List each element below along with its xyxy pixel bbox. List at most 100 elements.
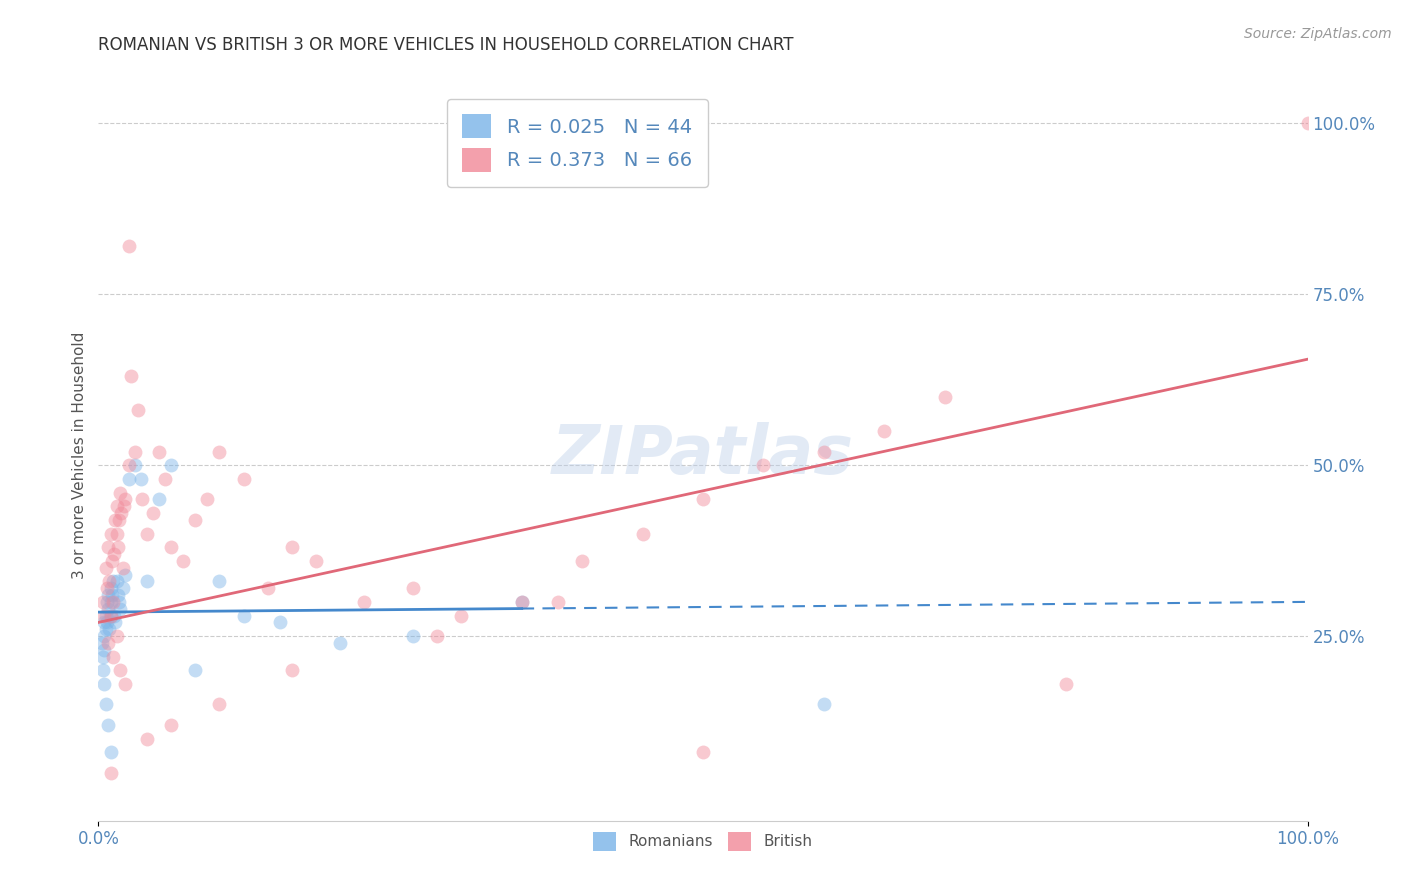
Point xyxy=(692,745,714,759)
Point xyxy=(195,492,218,507)
Point xyxy=(402,581,425,595)
Point xyxy=(571,554,593,568)
Point xyxy=(127,403,149,417)
Point xyxy=(305,554,328,568)
Point xyxy=(281,540,304,554)
Point xyxy=(153,472,176,486)
Point xyxy=(107,588,129,602)
Point xyxy=(107,540,129,554)
Point xyxy=(100,595,122,609)
Point xyxy=(692,492,714,507)
Point xyxy=(208,698,231,712)
Point xyxy=(160,540,183,554)
Point xyxy=(100,588,122,602)
Point xyxy=(100,581,122,595)
Point xyxy=(97,636,120,650)
Point xyxy=(111,560,134,574)
Point xyxy=(129,472,152,486)
Text: Source: ZipAtlas.com: Source: ZipAtlas.com xyxy=(1244,27,1392,41)
Point xyxy=(100,554,122,568)
Point xyxy=(934,390,956,404)
Point xyxy=(93,642,115,657)
Point xyxy=(101,574,124,589)
Point xyxy=(97,718,120,732)
Point xyxy=(813,444,835,458)
Y-axis label: 3 or more Vehicles in Household: 3 or more Vehicles in Household xyxy=(72,331,87,579)
Point xyxy=(97,601,120,615)
Point xyxy=(256,581,278,595)
Point xyxy=(329,636,352,650)
Point xyxy=(510,595,533,609)
Point xyxy=(208,574,231,589)
Point xyxy=(100,745,122,759)
Point xyxy=(93,629,115,643)
Point xyxy=(105,499,128,513)
Point xyxy=(232,608,254,623)
Point xyxy=(96,581,118,595)
Point xyxy=(135,526,157,541)
Point xyxy=(101,649,124,664)
Point xyxy=(142,506,165,520)
Point xyxy=(93,615,115,630)
Point xyxy=(98,574,121,589)
Point xyxy=(94,608,117,623)
Point xyxy=(105,629,128,643)
Point xyxy=(269,615,291,630)
Point xyxy=(135,574,157,589)
Point xyxy=(93,677,115,691)
Point xyxy=(91,595,114,609)
Point xyxy=(100,765,122,780)
Point xyxy=(94,560,117,574)
Point xyxy=(112,499,135,513)
Point xyxy=(114,567,136,582)
Point xyxy=(91,636,114,650)
Point xyxy=(184,513,207,527)
Point xyxy=(94,698,117,712)
Point xyxy=(103,608,125,623)
Point xyxy=(118,239,141,253)
Point xyxy=(111,581,134,595)
Point xyxy=(104,615,127,630)
Point xyxy=(450,608,472,623)
Point xyxy=(94,622,117,636)
Point xyxy=(108,601,131,615)
Point xyxy=(97,540,120,554)
Point xyxy=(124,458,146,472)
Point xyxy=(510,595,533,609)
Point xyxy=(160,458,183,472)
Point xyxy=(100,608,122,623)
Point xyxy=(208,444,231,458)
Point xyxy=(752,458,775,472)
Point xyxy=(108,513,131,527)
Point xyxy=(281,663,304,677)
Point xyxy=(96,615,118,630)
Point xyxy=(108,485,131,500)
Text: ZIPatlas: ZIPatlas xyxy=(553,422,853,488)
Point xyxy=(426,629,449,643)
Point xyxy=(160,718,183,732)
Point xyxy=(114,492,136,507)
Point xyxy=(105,574,128,589)
Point xyxy=(98,622,121,636)
Point xyxy=(101,595,124,609)
Point xyxy=(91,649,114,664)
Point xyxy=(232,472,254,486)
Point xyxy=(547,595,569,609)
Point xyxy=(97,588,120,602)
Point xyxy=(1054,677,1077,691)
Point xyxy=(100,526,122,541)
Point xyxy=(108,663,131,677)
Point xyxy=(148,444,170,458)
Point xyxy=(131,492,153,507)
Point xyxy=(108,595,131,609)
Point xyxy=(100,608,122,623)
Text: ROMANIAN VS BRITISH 3 OR MORE VEHICLES IN HOUSEHOLD CORRELATION CHART: ROMANIAN VS BRITISH 3 OR MORE VEHICLES I… xyxy=(98,36,794,54)
Point xyxy=(402,629,425,643)
Point xyxy=(118,458,141,472)
Point xyxy=(124,444,146,458)
Point xyxy=(103,547,125,561)
Point xyxy=(184,663,207,677)
Point xyxy=(148,492,170,507)
Point xyxy=(110,506,132,520)
Point xyxy=(873,424,896,438)
